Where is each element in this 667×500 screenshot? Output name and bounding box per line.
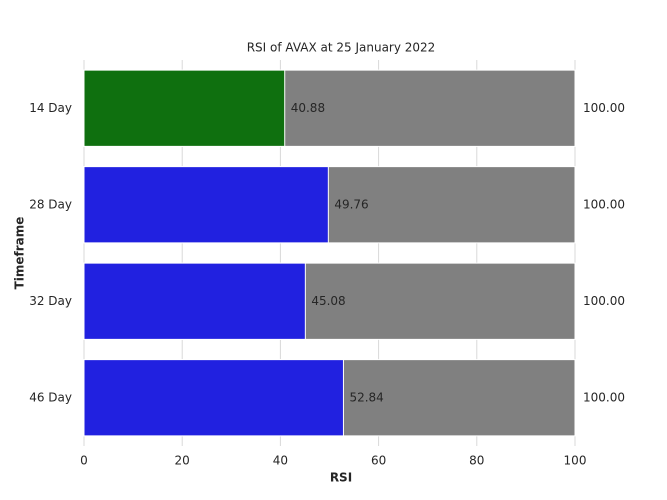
value-label: 45.08 [311,294,345,308]
y-tick-label: 28 Day [29,197,72,211]
chart-title: RSI of AVAX at 25 January 2022 [247,41,436,55]
value-label: 52.84 [349,390,383,404]
bar [83,166,329,244]
bar [83,262,306,340]
value-label: 40.88 [291,101,325,115]
x-axis-label: RSI [330,471,352,485]
value-label: 100.00 [583,294,625,308]
bar [83,69,286,147]
bar [83,359,344,437]
x-tick-label: 0 [80,454,88,468]
value-label: 100.00 [583,390,625,404]
x-tick-label: 80 [469,454,484,468]
x-tick-label: 40 [273,454,288,468]
value-label: 49.76 [334,197,368,211]
x-tick-label: 20 [175,454,190,468]
y-axis-label: Timeframe [13,217,27,290]
y-tick-label: 32 Day [29,294,72,308]
y-tick-label: 14 Day [29,101,72,115]
x-tick-label: 60 [371,454,386,468]
value-label: 100.00 [583,197,625,211]
x-tick-label: 100 [564,454,587,468]
value-label: 100.00 [583,101,625,115]
y-tick-label: 46 Day [29,390,72,404]
